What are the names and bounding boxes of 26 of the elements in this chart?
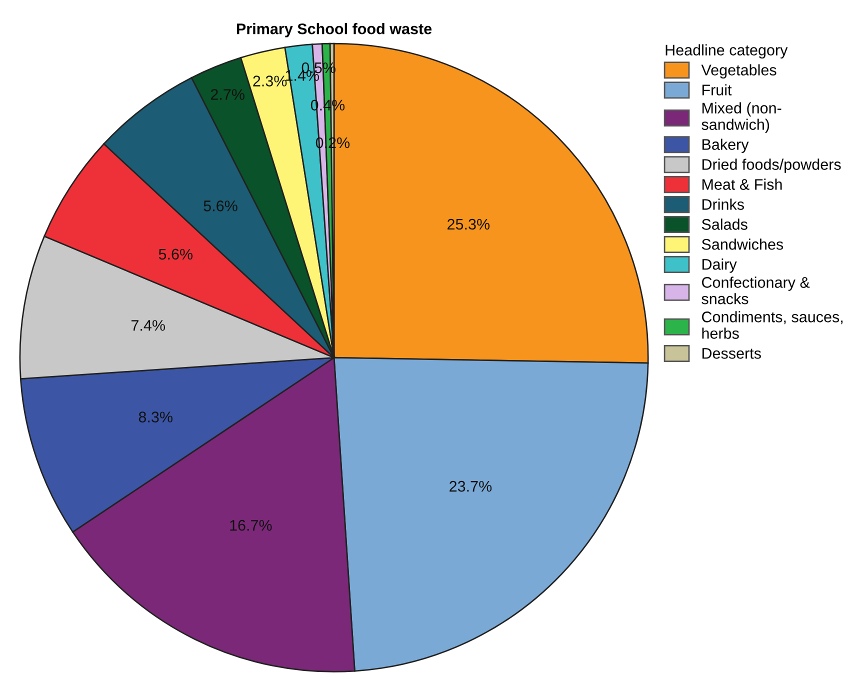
data-label: 23.7% [450, 480, 492, 492]
legend-label: Meat & Fish [702, 178, 782, 190]
data-label: 8.3% [138, 412, 172, 422]
data-label: 16.7% [230, 520, 272, 531]
data-label: 2.7% [210, 89, 244, 100]
legend-label: Fruit [702, 84, 732, 96]
legend-label: Condiments, sauces, herbs [702, 311, 843, 339]
data-label: 5.6% [158, 248, 193, 260]
data-label: 0.2% [316, 137, 350, 148]
legend-title: Headline category [666, 44, 788, 58]
legend-label: Drinks [702, 198, 744, 210]
legend-label: Confectionary & snacks [702, 276, 810, 304]
legend-label: Desserts [702, 348, 761, 359]
data-label: 5.6% [204, 200, 238, 212]
legend-label: Dried foods/powders [702, 158, 841, 173]
data-label: 2.3% [253, 76, 287, 86]
data-label: 7.4% [132, 320, 165, 331]
legend-label: Vegetables [701, 64, 776, 78]
legend-label: Sandwiches [702, 238, 784, 250]
data-label: 25.3% [448, 218, 490, 230]
data-label: 0.4% [310, 100, 345, 111]
legend-label: Bakery [702, 138, 749, 153]
chart-title: Primary School food waste [236, 23, 432, 38]
legend-label: Mixed (non- sandwich) [702, 102, 782, 133]
legend-label: Dairy [702, 258, 737, 273]
legend-label: Salads [702, 218, 748, 230]
